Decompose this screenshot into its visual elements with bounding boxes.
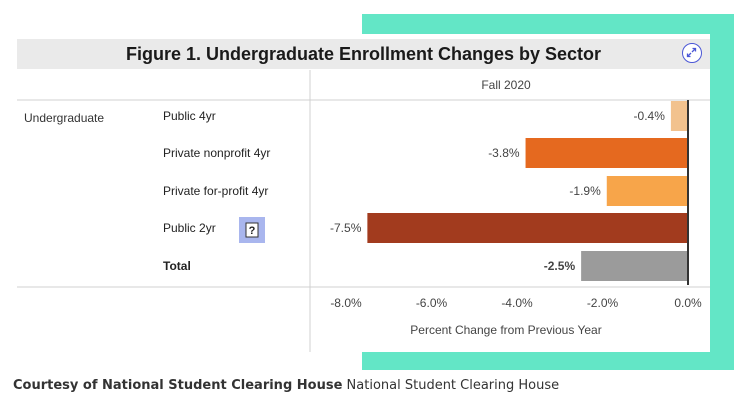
data-label: -7.5% <box>330 221 362 235</box>
bar-total <box>581 251 688 281</box>
x-tick-label: -2.0% <box>587 296 619 310</box>
bar-public-2yr <box>367 213 688 243</box>
bar-chart: Fall 2020 Undergraduate ? Public 4yr -0.4… <box>17 70 710 352</box>
category-label: Total <box>163 259 191 273</box>
column-header: Fall 2020 <box>481 78 531 92</box>
caption-source: National Student Clearing House <box>346 378 560 393</box>
x-tick-label: 0.0% <box>674 296 702 310</box>
x-tick-label: -4.0% <box>501 296 533 310</box>
x-axis-label: Percent Change from Previous Year <box>410 323 601 337</box>
category-label: Private for-profit 4yr <box>163 184 268 198</box>
bar-private-for-profit-4yr <box>606 176 688 206</box>
info-button[interactable]: ? <box>239 217 265 243</box>
x-tick-label: -8.0% <box>330 296 362 310</box>
image-caption: Courtesy of National Student Clearing Ho… <box>13 378 559 393</box>
expand-button[interactable] <box>682 43 702 63</box>
help-icon: ? <box>249 225 256 237</box>
help-icon-box <box>245 222 259 238</box>
category-label: Public 2yr <box>163 221 216 235</box>
data-label: -1.9% <box>569 184 601 198</box>
data-label: -0.4% <box>634 109 666 123</box>
row-group-label: Undergraduate <box>24 111 104 125</box>
data-label: -2.5% <box>544 259 576 273</box>
chart-title: Figure 1. Undergraduate Enrollment Chang… <box>17 39 710 69</box>
category-label: Private nonprofit 4yr <box>163 146 270 160</box>
bar-public-4yr <box>670 101 688 131</box>
caption-credit: Courtesy of National Student Clearing Ho… <box>13 378 343 393</box>
data-label: -3.8% <box>488 146 520 160</box>
chart-rows: Public 4yr -0.4% Private nonprofit 4yr -3.8… <box>163 101 688 281</box>
category-label: Public 4yr <box>163 109 216 123</box>
chart-card: Figure 1. Undergraduate Enrollment Chang… <box>17 34 710 352</box>
expand-icon <box>686 47 697 58</box>
x-tick-label: -6.0% <box>416 296 448 310</box>
x-axis: -8.0% -6.0% -4.0% -2.0% 0.0% <box>330 100 702 310</box>
bar-private-nonprofit-4yr <box>525 138 688 168</box>
